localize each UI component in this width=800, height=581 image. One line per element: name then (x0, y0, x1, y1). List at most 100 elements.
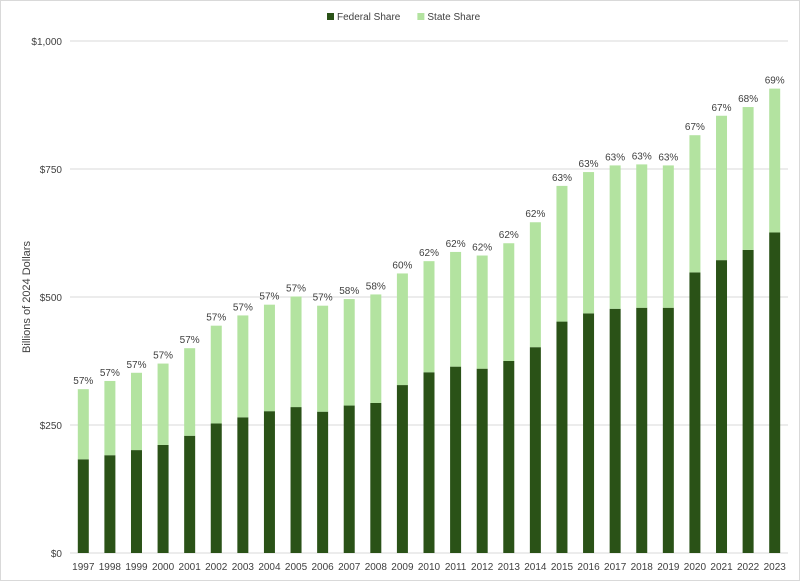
data-label: 62% (472, 243, 492, 254)
bar-federal-share (343, 405, 355, 553)
bar-federal-share (396, 385, 408, 553)
data-label: 57% (126, 360, 146, 371)
data-label: 57% (100, 368, 120, 379)
x-axis-ticks: 1997 1998 1999 2000 2001 2002 2003 2004 2005 2006… (72, 562, 786, 573)
x-tick-label: 2023 (764, 562, 787, 573)
x-tick-label: 2007 (338, 562, 361, 573)
bar-state-share (77, 389, 89, 460)
data-label: 57% (153, 351, 173, 362)
bar-federal-share (104, 455, 116, 553)
bars (77, 88, 781, 553)
x-tick-label: 1998 (99, 562, 122, 573)
y-tick-label: $500 (40, 293, 63, 304)
bar-state-share (290, 296, 302, 408)
x-tick-label: 2002 (205, 562, 228, 573)
bar-state-share (237, 315, 249, 418)
bar-state-share (263, 304, 275, 412)
legend-swatch (327, 13, 334, 20)
x-tick-label: 2001 (179, 562, 202, 573)
x-tick-label: 2016 (577, 562, 600, 573)
data-label: 57% (313, 293, 333, 304)
data-label: 62% (446, 239, 466, 250)
data-label: 57% (286, 283, 306, 294)
x-tick-label: 2019 (657, 562, 680, 573)
data-label: 67% (712, 103, 732, 114)
bar-federal-share (529, 347, 541, 553)
x-tick-label: 2013 (498, 562, 521, 573)
bar-federal-share (263, 411, 275, 553)
bar-state-share (104, 380, 116, 456)
bar-state-share (476, 255, 488, 369)
bar-state-share (370, 294, 382, 403)
bar-federal-share (130, 450, 142, 553)
x-tick-label: 2005 (285, 562, 308, 573)
bar-federal-share (290, 407, 302, 553)
data-label: 57% (206, 313, 226, 324)
bar-state-share (636, 164, 648, 308)
bar-federal-share (317, 411, 329, 553)
data-label: 69% (765, 76, 785, 87)
bar-state-share (689, 135, 701, 273)
bar-state-share (742, 107, 754, 250)
bar-state-share (503, 243, 515, 361)
x-tick-label: 2006 (312, 562, 335, 573)
bar-federal-share (583, 313, 595, 553)
data-labels: 57% 57% 57% 57% 57% 57% 57% 57% 57% 57% 58% 58% 60% 6… (73, 76, 785, 388)
bar-federal-share (769, 232, 781, 553)
y-tick-label: $250 (40, 421, 63, 432)
bar-state-share (450, 251, 462, 367)
bar-federal-share (157, 444, 169, 553)
bar-federal-share (237, 417, 249, 553)
data-label: 63% (552, 173, 572, 184)
y-tick-label: $0 (51, 549, 63, 560)
bar-state-share (609, 165, 621, 309)
data-label: 58% (339, 286, 359, 297)
legend-entry: Federal Share (337, 12, 401, 23)
x-tick-label: 2011 (445, 562, 467, 573)
data-label: 63% (579, 159, 599, 170)
bar-federal-share (716, 260, 728, 553)
bar-state-share (556, 185, 568, 322)
data-label: 62% (525, 209, 545, 220)
x-tick-label: 2017 (604, 562, 627, 573)
x-tick-label: 2010 (418, 562, 441, 573)
x-tick-label: 2004 (258, 562, 281, 573)
bar-federal-share (184, 435, 196, 553)
data-label: 63% (605, 152, 625, 163)
bar-state-share (130, 372, 142, 451)
bar-state-share (529, 222, 541, 348)
bar-federal-share (662, 307, 674, 553)
data-label: 57% (233, 302, 253, 313)
legend: Federal Share State Share (327, 12, 481, 23)
x-tick-label: 2008 (365, 562, 388, 573)
y-tick-label: $1,000 (31, 37, 62, 48)
bar-state-share (396, 273, 408, 386)
x-tick-label: 2015 (551, 562, 574, 573)
y-tick-label: $750 (40, 165, 63, 176)
x-tick-label: 2018 (631, 562, 654, 573)
bar-state-share (317, 305, 329, 412)
data-label: 57% (73, 376, 93, 387)
data-label: 58% (366, 281, 386, 292)
bar-state-share (583, 172, 595, 314)
bar-federal-share (77, 459, 89, 553)
bar-federal-share (210, 423, 222, 553)
bar-state-share (210, 325, 222, 424)
x-tick-label: 2000 (152, 562, 175, 573)
x-tick-label: 2003 (232, 562, 255, 573)
bar-federal-share (556, 321, 568, 553)
bar-federal-share (636, 307, 648, 553)
bar-state-share (343, 299, 355, 406)
x-tick-label: 2009 (391, 562, 414, 573)
y-axis-ticks: $0 $250 $500 $750 $1,000 (31, 37, 62, 560)
bar-federal-share (370, 402, 382, 553)
data-label: 63% (632, 151, 652, 162)
data-label: 67% (685, 122, 705, 133)
bar-state-share (423, 261, 435, 373)
data-label: 57% (180, 335, 200, 346)
x-tick-label: 1999 (125, 562, 148, 573)
data-label: 57% (259, 292, 279, 303)
y-axis-label: Billions of 2024 Dollars (21, 241, 33, 353)
bar-state-share (184, 348, 196, 436)
